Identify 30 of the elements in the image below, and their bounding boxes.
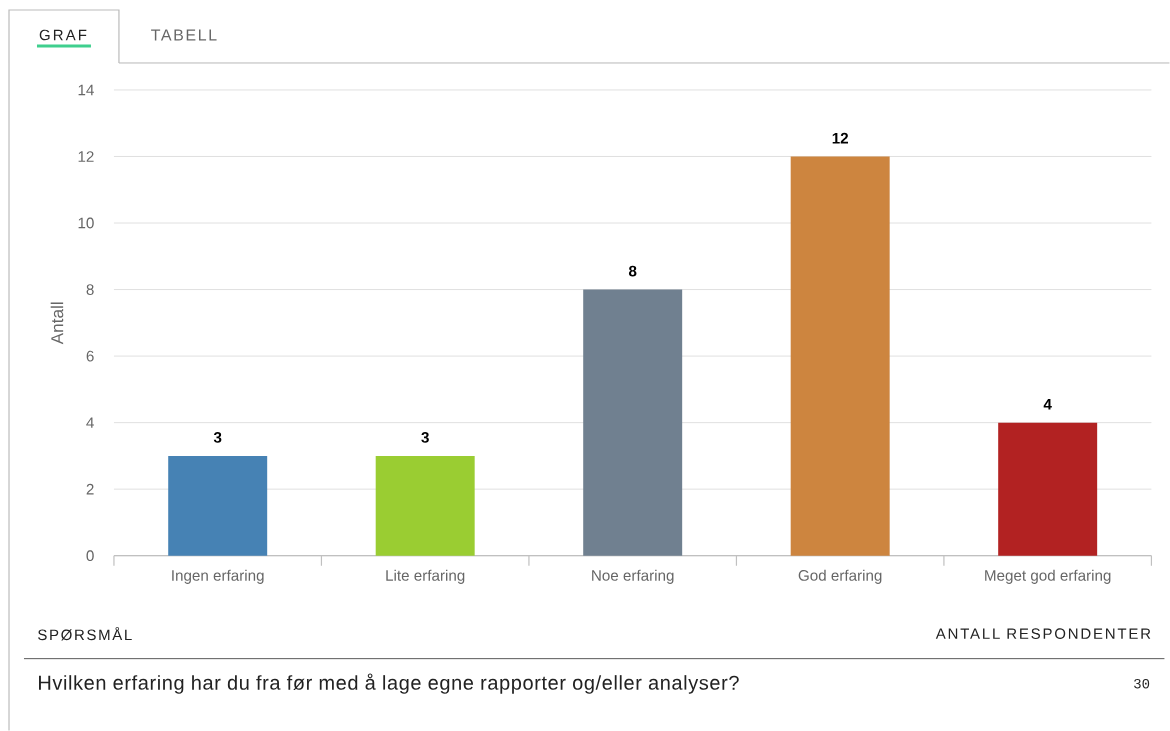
y-tick-label: 0 xyxy=(86,550,94,561)
text: SPØRSMÅL xyxy=(38,626,132,641)
text: Hvilken erfaring har du fra før med å lage egne rapporter og/eller analyser? xyxy=(39,673,739,694)
y-axis-title: Antall xyxy=(50,302,64,345)
x-tick-label: Noe erfaring xyxy=(592,569,674,584)
bar xyxy=(998,422,1098,556)
y-tick-label: 2 xyxy=(86,483,94,495)
x-tick-label: Ingen erfaring xyxy=(172,569,264,584)
x-tick-label: Lite erfaring xyxy=(386,569,465,584)
bar xyxy=(168,455,268,556)
y-tick-label: 10 xyxy=(78,217,94,229)
y-tick-label: 8 xyxy=(86,284,94,295)
text: GRAF xyxy=(39,29,87,41)
bar xyxy=(375,455,475,556)
text: TABELL xyxy=(151,29,217,41)
y-tick-label: 14 xyxy=(78,84,94,96)
data-label: 4 xyxy=(1043,398,1052,410)
data-label: 8 xyxy=(628,265,637,277)
x-tick-label: God erfaring xyxy=(798,569,882,584)
data-label: 12 xyxy=(832,132,849,144)
x-tick-label: Meget god erfaring xyxy=(985,569,1111,584)
y-tick-label: 12 xyxy=(78,151,94,162)
bar xyxy=(790,156,890,556)
y-tick-label: 4 xyxy=(86,417,94,428)
text: 30 xyxy=(1134,678,1150,689)
data-label: 3 xyxy=(421,431,429,443)
bar xyxy=(583,289,683,556)
y-tick-label: 6 xyxy=(86,350,94,362)
text: ANTALL RESPONDENTER xyxy=(935,628,1151,639)
data-label: 3 xyxy=(213,431,222,443)
